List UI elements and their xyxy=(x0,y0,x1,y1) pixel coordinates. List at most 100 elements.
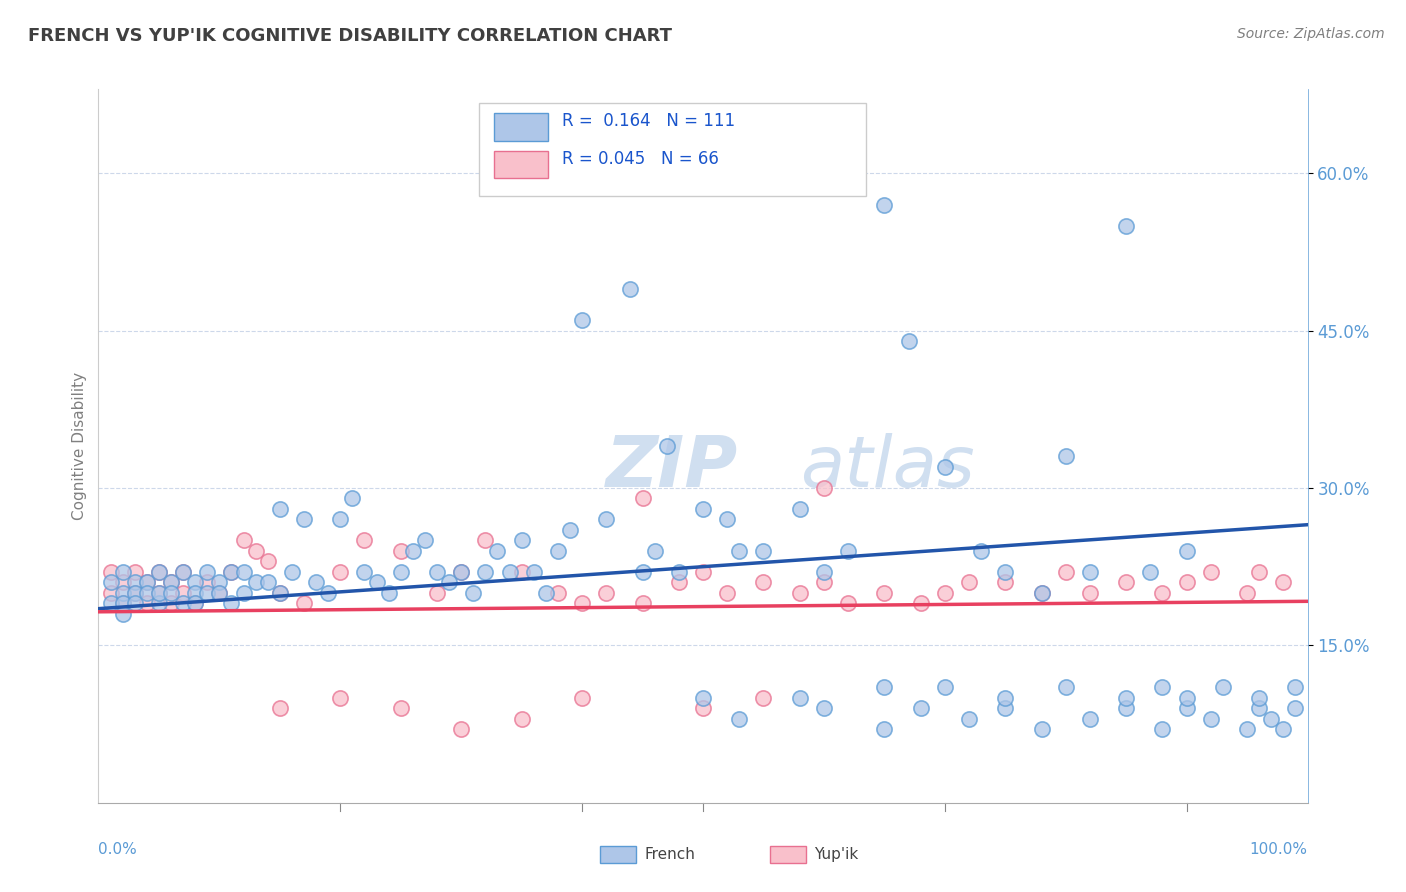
Point xyxy=(1078,712,1101,726)
Point xyxy=(292,596,315,610)
Point xyxy=(957,712,980,726)
Point xyxy=(135,575,157,590)
Point xyxy=(256,575,278,590)
Point xyxy=(184,596,207,610)
Point xyxy=(571,313,593,327)
Point xyxy=(184,586,207,600)
Point xyxy=(1199,565,1222,579)
Point xyxy=(668,575,690,590)
Point xyxy=(789,690,811,705)
Point xyxy=(1249,701,1271,715)
Point xyxy=(1152,681,1174,695)
Point xyxy=(813,575,835,590)
Point xyxy=(1115,219,1137,233)
Point xyxy=(668,565,690,579)
Point xyxy=(1272,575,1295,590)
Point xyxy=(208,586,231,600)
Point xyxy=(644,544,666,558)
Point xyxy=(486,544,509,558)
Point xyxy=(994,565,1017,579)
FancyBboxPatch shape xyxy=(494,113,548,141)
Point xyxy=(184,596,207,610)
Point xyxy=(510,533,533,548)
Point xyxy=(148,565,170,579)
Point xyxy=(498,565,520,579)
Point xyxy=(1115,575,1137,590)
Point xyxy=(111,575,134,590)
Point xyxy=(124,586,146,600)
Point xyxy=(1199,712,1222,726)
Point xyxy=(752,575,775,590)
Point xyxy=(1175,575,1198,590)
Point xyxy=(994,690,1017,705)
Point xyxy=(547,544,569,558)
Point xyxy=(655,439,678,453)
Text: Source: ZipAtlas.com: Source: ZipAtlas.com xyxy=(1237,27,1385,41)
Point xyxy=(631,596,654,610)
Point xyxy=(1115,690,1137,705)
Point xyxy=(160,575,183,590)
Point xyxy=(1054,450,1077,464)
Point xyxy=(1236,723,1258,737)
Point xyxy=(1078,565,1101,579)
Point xyxy=(1031,586,1053,600)
Text: atlas: atlas xyxy=(800,433,974,502)
Point xyxy=(450,565,472,579)
Point xyxy=(631,565,654,579)
Point xyxy=(221,596,243,610)
Point xyxy=(692,565,714,579)
Point xyxy=(111,586,134,600)
Point xyxy=(148,586,170,600)
Point xyxy=(111,596,134,610)
Point xyxy=(571,596,593,610)
Point xyxy=(474,565,496,579)
Point xyxy=(389,544,412,558)
Point xyxy=(245,544,267,558)
Point xyxy=(873,586,896,600)
Point xyxy=(1175,544,1198,558)
Point xyxy=(135,575,157,590)
Point xyxy=(221,565,243,579)
Point xyxy=(813,481,835,495)
Point xyxy=(813,565,835,579)
Point xyxy=(934,460,956,475)
Point xyxy=(329,565,352,579)
Point xyxy=(957,575,980,590)
Point xyxy=(523,565,546,579)
Text: French: French xyxy=(645,847,696,862)
Point xyxy=(232,586,254,600)
Point xyxy=(353,533,375,548)
Point xyxy=(172,596,194,610)
Point xyxy=(934,681,956,695)
Point xyxy=(135,586,157,600)
Point xyxy=(426,586,449,600)
Point xyxy=(994,701,1017,715)
Point xyxy=(873,197,896,211)
Point xyxy=(716,586,738,600)
Point xyxy=(728,712,751,726)
Point xyxy=(111,596,134,610)
Point xyxy=(342,491,364,506)
Point xyxy=(124,565,146,579)
Point xyxy=(124,586,146,600)
Point xyxy=(148,596,170,610)
Text: FRENCH VS YUP'IK COGNITIVE DISABILITY CORRELATION CHART: FRENCH VS YUP'IK COGNITIVE DISABILITY CO… xyxy=(28,27,672,45)
Point xyxy=(752,690,775,705)
Point xyxy=(910,701,932,715)
Point xyxy=(135,596,157,610)
FancyBboxPatch shape xyxy=(769,846,806,863)
Point xyxy=(1284,701,1306,715)
Point xyxy=(1031,723,1053,737)
Point xyxy=(692,502,714,516)
Point xyxy=(269,502,291,516)
Point xyxy=(692,690,714,705)
Point xyxy=(366,575,388,590)
Point xyxy=(692,701,714,715)
Point xyxy=(1236,586,1258,600)
Point xyxy=(1249,690,1271,705)
Point xyxy=(837,596,859,610)
Point xyxy=(353,565,375,579)
Point xyxy=(195,586,218,600)
Point xyxy=(208,575,231,590)
Point xyxy=(1139,565,1161,579)
